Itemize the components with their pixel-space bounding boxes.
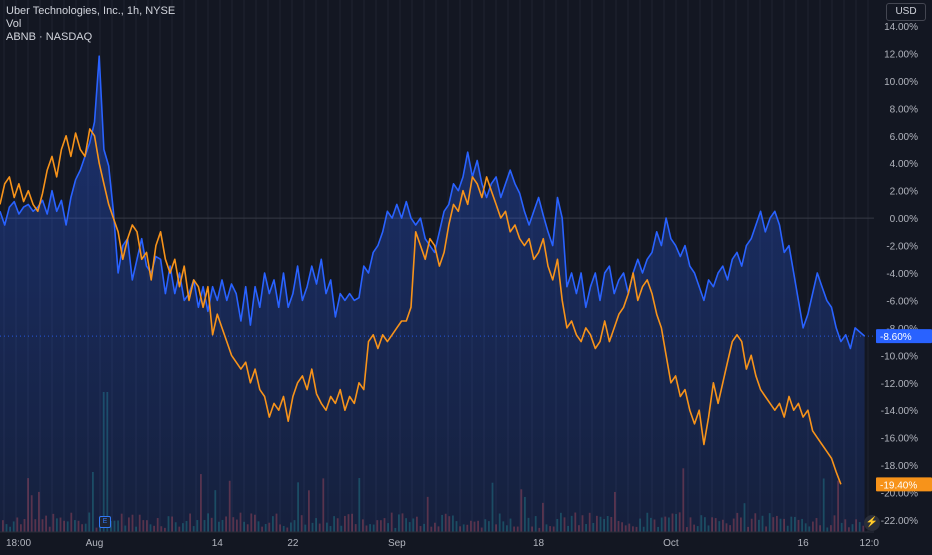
event-marker-icon[interactable]: E [99, 516, 111, 528]
currency-button[interactable]: USD [886, 3, 926, 21]
uber-last-value-text: -8.60% [880, 332, 912, 343]
uber-area-fill [0, 56, 865, 532]
x-tick-label: 18:00 [6, 538, 31, 549]
y-tick-label: 14.00% [884, 22, 918, 33]
x-tick-label: 14 [212, 538, 224, 549]
x-tick-label: Aug [86, 538, 104, 549]
series-lines [0, 55, 866, 485]
x-tick-label: 22 [287, 538, 299, 549]
y-tick-label: 2.00% [890, 187, 918, 198]
uber-area [0, 56, 865, 532]
y-tick-label: -12.00% [881, 379, 918, 390]
y-tick-label: -20.00% [881, 489, 918, 500]
y-tick-label: 10.00% [884, 77, 918, 88]
compare-symbol-label[interactable]: ABNB · NASDAQ [6, 31, 93, 43]
x-tick-label: Oct [663, 538, 679, 549]
volume-label[interactable]: Vol [6, 18, 22, 30]
uber-last-value-badge [876, 329, 932, 344]
y-tick-label: -10.00% [881, 351, 918, 362]
x-tick-label: 16 [798, 538, 810, 549]
y-tick-label: -14.00% [881, 406, 918, 417]
y-tick-label: 8.00% [890, 104, 918, 115]
y-tick-label: 6.00% [890, 132, 918, 143]
lightning-icon[interactable]: ⚡ [864, 515, 880, 531]
y-tick-label: -6.00% [886, 296, 918, 307]
y-tick-label: -16.00% [881, 434, 918, 445]
x-tick-label: 12:0 [860, 538, 880, 549]
last-value-labels: -8.60% -19.40% [876, 329, 932, 492]
y-tick-label: 12.00% [884, 49, 918, 60]
x-tick-label: Sep [388, 538, 406, 549]
y-tick-label: -4.00% [886, 269, 918, 280]
legend: Uber Technologies, Inc., 1h, NYSE Vol AB… [6, 5, 175, 44]
axes: 14.00% 12.00% 10.00% 8.00% 6.00% 4.00% 2.00% 0.… [0, 22, 918, 549]
x-tick-label: 18 [533, 538, 545, 549]
uber-line [0, 55, 866, 350]
abnb-last-value-text: -19.40% [880, 480, 917, 491]
y-tick-label: -22.00% [881, 516, 918, 527]
y-tick-label: 0.00% [890, 214, 918, 225]
abnb-last-value-badge [876, 477, 932, 492]
y-tick-label: -18.00% [881, 461, 918, 472]
y-tick-label: -2.00% [886, 242, 918, 253]
main-symbol-label[interactable]: Uber Technologies, Inc., 1h, NYSE [6, 5, 176, 17]
y-tick-label: 4.00% [890, 159, 918, 170]
abnb-line [0, 128, 842, 485]
